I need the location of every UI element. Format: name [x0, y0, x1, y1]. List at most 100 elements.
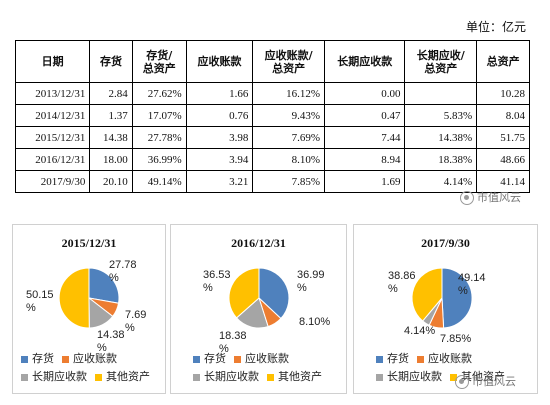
watermark-bottom: 市值风云	[455, 373, 516, 389]
table-cell: 14.38	[89, 126, 133, 149]
column-header: 总资产	[476, 40, 530, 83]
data-label: 7.85%	[440, 333, 471, 346]
data-label-line: %	[219, 343, 229, 355]
chart-title: 2015/12/31	[61, 236, 117, 250]
legend-item: 其他资产	[267, 368, 322, 384]
pie-slice-other	[411, 267, 443, 322]
data-label: 4.14%	[404, 325, 435, 338]
table-cell	[404, 82, 478, 105]
data-label-line: 14.38	[97, 329, 125, 341]
legend-item: 存货	[376, 350, 409, 366]
table-cell: 8.10%	[252, 148, 326, 171]
table-cell: 1.37	[89, 104, 133, 127]
legend-item: 应收账款	[417, 350, 472, 366]
pie-slice-inventory	[88, 267, 120, 304]
pie-panel-2015: 2015/12/31 27.78% 7.69% 14.38% 50.15% 存货 应收账款长…	[12, 224, 166, 394]
pie-slice-other	[228, 267, 260, 319]
date-cell: 2015/12/31	[14, 126, 91, 149]
data-label-line: 38.86	[388, 270, 416, 282]
legend-swatch	[193, 355, 200, 363]
table-cell: 18.38%	[404, 148, 478, 171]
legend-swatch	[193, 373, 200, 381]
chart-legend: 存货 应收账款 长期应收款 其他资产	[21, 350, 158, 386]
data-label: 18.38%	[219, 330, 247, 356]
data-label-line: 49.14	[458, 272, 486, 284]
table-row: 2017/9/30 20.10 49.14% 3.21 7.85% 1.69 4.14% 41…	[14, 170, 530, 193]
legend-label: 其他资产	[461, 370, 505, 383]
legend-label: 长期应收款	[387, 370, 442, 383]
column-header-line: 总资产	[142, 61, 176, 75]
column-header-line: 长期应收款	[337, 55, 393, 68]
legend-swatch	[62, 355, 69, 363]
table-row: 2013/12/31 2.84 27.62% 1.66 16.12% 0.00 10.28	[14, 82, 530, 105]
legend-swatch	[450, 373, 457, 381]
column-header-line: 存货	[100, 55, 123, 68]
data-label-line: 7.69	[125, 309, 147, 321]
legend-item: 存货	[193, 350, 226, 366]
table-cell: 10.28	[476, 82, 530, 105]
data-label: 8.10%	[299, 316, 330, 329]
legend-swatch	[376, 373, 383, 381]
date-cell: 2014/12/31	[14, 104, 91, 127]
legend-item: 存货	[21, 350, 54, 366]
legend-row: 长期应收款 其他资产	[21, 368, 158, 384]
data-label: 36.53%	[203, 269, 231, 295]
chart-legend: 存货 应收账款长期应收款 其他资产	[193, 350, 330, 386]
column-header: 应收账款	[185, 40, 254, 83]
column-header-line: 应收账款/	[264, 48, 313, 62]
table-cell: 27.62%	[131, 82, 187, 105]
unit-label: 单位：亿元	[465, 20, 526, 34]
table-cell: 48.66	[476, 148, 530, 171]
date-cell: 2013/12/31	[14, 82, 91, 105]
pie-slice-inventory	[441, 267, 473, 329]
table-cell: 2.84	[89, 82, 133, 105]
table-row: 2014/12/31 1.37 17.07% 0.76 9.43% 0.47 5.83% 8.…	[14, 104, 530, 127]
legend-item: 应收账款	[234, 350, 289, 366]
legend-label: 存货	[32, 352, 54, 365]
table-cell: 7.85%	[252, 170, 326, 193]
column-header: 长期应收/总资产	[404, 40, 478, 83]
legend-swatch	[376, 355, 383, 363]
watermark-logo-icon	[460, 191, 474, 205]
data-label-line: 27.78	[109, 259, 137, 271]
data-label-line: %	[26, 302, 36, 314]
table-cell: 41.14	[476, 170, 530, 193]
table-header-row: 日期 存货 存货/总资产 应收账款 应收账款/总资产 长期应收款 长期应收/总资产 总资产	[14, 40, 530, 83]
legend-row: 长期应收款 其他资产	[376, 368, 513, 384]
column-header: 长期应收款	[324, 40, 406, 83]
data-label-line: 8.10%	[299, 316, 331, 328]
data-label-line: %	[109, 272, 119, 284]
table-row: 2015/12/31 14.38 27.78% 3.98 7.69% 7.44 14.38%…	[14, 126, 530, 149]
table-cell: 0.00	[324, 82, 406, 105]
data-label-line: 7.85%	[440, 333, 472, 345]
column-header-line: 应收账款	[197, 55, 242, 68]
data-label-line: %	[388, 283, 398, 295]
data-label-line: 18.38	[219, 330, 247, 342]
pie-chart	[411, 267, 473, 329]
data-label: 49.14%	[458, 272, 486, 298]
legend-label: 长期应收款	[32, 370, 87, 383]
column-header-line: 长期应收/	[416, 48, 465, 62]
column-header-line: 总资产	[272, 61, 306, 75]
column-header: 存货	[89, 40, 133, 83]
pie-chart	[58, 267, 120, 329]
table-cell: 3.21	[185, 170, 254, 193]
data-label-line: 36.99	[297, 269, 325, 281]
column-header-line: 存货/	[146, 48, 173, 62]
pie-slice-other	[58, 267, 90, 329]
pie-panel-2016: 2016/12/31 36.99% 8.10% 18.38% 36.53% 存货 应收账款长…	[170, 224, 347, 394]
pie-slice-inventory	[258, 267, 290, 320]
table-cell: 51.75	[476, 126, 530, 149]
legend-row: 存货 应收账款	[376, 350, 513, 366]
chart-legend: 存货 应收账款长期应收款 其他资产	[376, 350, 513, 386]
table-cell: 17.07%	[131, 104, 187, 127]
legend-label: 应收账款	[428, 352, 472, 365]
data-label: 50.15%	[26, 289, 54, 315]
legend-item: 长期应收款	[193, 368, 259, 384]
column-header: 存货/总资产	[131, 40, 187, 83]
legend-swatch	[234, 355, 241, 363]
legend-row: 存货 应收账款	[21, 350, 158, 366]
table-cell: 0.76	[185, 104, 254, 127]
chart-title: 2017/9/30	[421, 236, 470, 250]
financial-table: 日期 存货 存货/总资产 应收账款 应收账款/总资产 长期应收款 长期应收/总资产 总资产 2…	[14, 40, 530, 193]
